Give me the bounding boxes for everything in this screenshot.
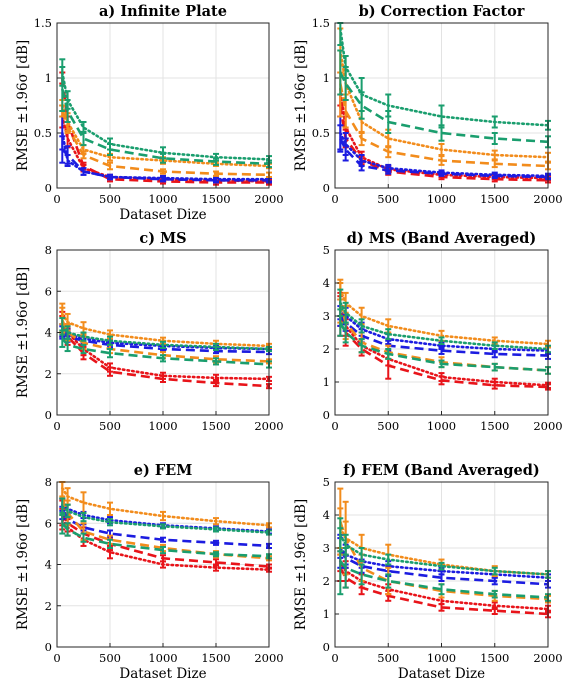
y-tick-label: 8: [45, 243, 52, 257]
y-tick-label: 0: [323, 408, 330, 422]
y-tick-label: 5: [323, 243, 330, 257]
chart-panel-3: 0 500 1000 1500 2000 0 2 4 6 8 c) MS RMSE ±1.96σ [d…: [15, 230, 284, 433]
x-axis-label: Dataset Dize: [119, 207, 206, 223]
x-tick-label: 1500: [480, 651, 509, 665]
series-line-orange-dashed: [61, 110, 270, 177]
chart-panel-1: 0 500 1000 1500 2000 0 0.5 1 1.5 a) Infinite Plat…: [15, 3, 284, 223]
y-tick-label: 2: [45, 599, 52, 613]
chart-title: e) FEM: [134, 462, 193, 479]
x-tick-label: 500: [377, 651, 399, 665]
x-tick-label: 0: [331, 651, 338, 665]
x-tick-label: 0: [331, 192, 338, 206]
y-tick-label: 0: [45, 408, 52, 422]
chart-panel-6: 0 500 1000 1500 2000 0 1 2 3 4 5 f) FEM (Band Avera…: [293, 462, 563, 682]
chart-title: a) Infinite Plate: [99, 3, 227, 20]
y-tick-label: 0: [45, 640, 52, 654]
y-tick-label: 1: [323, 71, 330, 85]
x-tick-label: 0: [53, 419, 60, 433]
y-tick-label: 3: [323, 309, 330, 323]
x-tick-label: 1500: [201, 419, 230, 433]
x-axis-label: Dataset Dize: [119, 666, 206, 682]
y-axis-label: RMSE ±1.96σ [dB]: [293, 40, 309, 171]
y-tick-label: 8: [45, 475, 52, 489]
series-line-orange-dotted: [339, 288, 550, 346]
x-tick-label: 500: [99, 192, 121, 206]
y-tick-label: 4: [323, 276, 330, 290]
x-tick-label: 1500: [201, 651, 230, 665]
chart-panel-4: 0 500 1000 1500 2000 0 1 2 3 4 5 d) MS (Band Averag…: [323, 230, 563, 433]
y-axis-label: RMSE ±1.96σ [dB]: [15, 267, 31, 398]
x-tick-label: 500: [377, 419, 399, 433]
x-tick-label: 2000: [254, 192, 283, 206]
x-tick-label: 1500: [201, 192, 230, 206]
y-tick-label: 0: [323, 640, 330, 654]
y-tick-label: 1: [45, 71, 52, 85]
chart-panel-2: 0 500 1000 1500 2000 0 0.5 1 1.5 b) Correction Fa…: [293, 3, 563, 206]
series-line-green-dashed: [339, 71, 549, 144]
x-tick-label: 0: [53, 651, 60, 665]
x-tick-label: 2000: [533, 419, 562, 433]
x-tick-label: 1000: [148, 419, 177, 433]
x-axis-label: Dataset Dize: [398, 666, 485, 682]
x-tick-label: 500: [99, 651, 121, 665]
x-tick-label: 1500: [480, 192, 509, 206]
y-tick-label: 0.5: [34, 126, 52, 140]
x-tick-label: 500: [99, 419, 121, 433]
chart-title: b) Correction Factor: [359, 3, 525, 20]
y-tick-label: 6: [45, 284, 52, 298]
x-tick-label: 1000: [148, 192, 177, 206]
chart-title: d) MS (Band Averaged): [347, 230, 537, 247]
y-tick-label: 1.5: [34, 16, 52, 30]
y-tick-label: 2: [323, 342, 330, 356]
y-tick-label: 0: [45, 181, 52, 195]
y-tick-label: 6: [45, 516, 52, 530]
chart-title: c) MS: [139, 230, 186, 247]
y-tick-label: 0.5: [312, 126, 330, 140]
y-tick-label: 0: [323, 181, 330, 195]
y-axis-label: RMSE ±1.96σ [dB]: [15, 40, 31, 171]
x-tick-label: 2000: [254, 651, 283, 665]
x-tick-label: 2000: [533, 651, 562, 665]
y-tick-label: 4: [323, 508, 330, 522]
x-tick-label: 0: [53, 192, 60, 206]
y-tick-label: 4: [45, 558, 52, 572]
chart-title: f) FEM (Band Averaged): [343, 462, 540, 479]
x-tick-label: 0: [331, 419, 338, 433]
x-tick-label: 1000: [148, 651, 177, 665]
y-tick-label: 1: [323, 607, 330, 621]
y-axis-label: RMSE ±1.96σ [dB]: [293, 499, 309, 630]
y-tick-label: 1: [323, 375, 330, 389]
y-tick-label: 2: [45, 367, 52, 381]
x-tick-label: 1500: [480, 419, 509, 433]
y-tick-label: 4: [45, 326, 52, 340]
x-tick-label: 2000: [533, 192, 562, 206]
y-axis-label: RMSE ±1.96σ [dB]: [15, 499, 31, 630]
chart-panel-5: 0 500 1000 1500 2000 0 2 4 6 8 e) FEM Dataset Dize R…: [15, 462, 284, 682]
x-tick-label: 2000: [254, 419, 283, 433]
y-tick-label: 5: [323, 475, 330, 489]
x-tick-label: 1000: [427, 192, 456, 206]
y-tick-label: 1.5: [312, 16, 330, 30]
series-line-red-dashed: [61, 77, 269, 184]
y-tick-label: 3: [323, 541, 330, 555]
y-tick-label: 2: [323, 574, 330, 588]
x-tick-label: 1000: [427, 651, 456, 665]
x-tick-label: 500: [377, 192, 399, 206]
x-tick-label: 1000: [427, 419, 456, 433]
